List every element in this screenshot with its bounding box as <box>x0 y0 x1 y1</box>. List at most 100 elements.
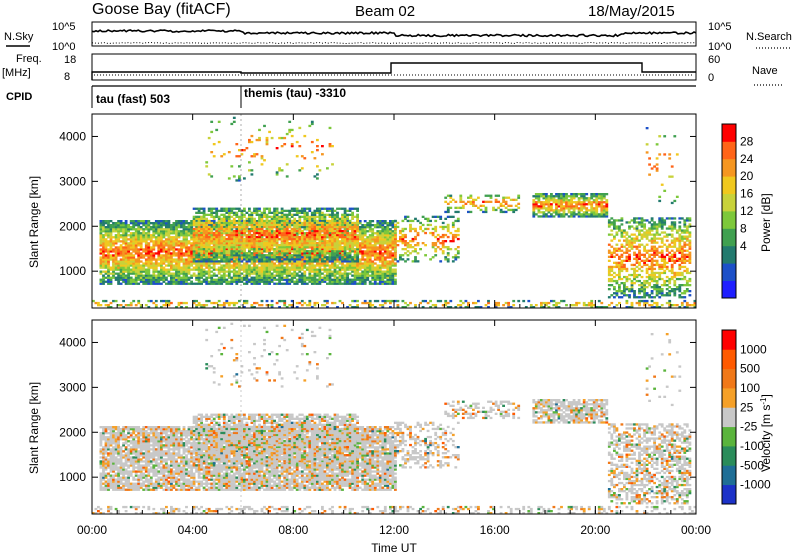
heatmap-cell <box>180 248 183 251</box>
heatmap-cell <box>298 219 302 223</box>
heatmap-cell <box>331 258 334 261</box>
heatmap-cell <box>366 276 370 279</box>
heatmap-cell <box>258 262 261 265</box>
heatmap-cell <box>313 235 317 239</box>
heatmap-cell <box>275 231 279 235</box>
heatmap-cell <box>117 254 120 257</box>
heatmap-cell <box>258 219 261 223</box>
heatmap-cell <box>283 240 287 243</box>
heatmap-cell <box>185 228 188 231</box>
heatmap-cell <box>288 246 292 249</box>
heatmap-cell <box>298 231 302 235</box>
heatmap-cell <box>180 234 183 237</box>
heatmap-cell <box>124 240 128 243</box>
heatmap-cell <box>172 272 176 275</box>
heatmap-cell <box>338 256 342 259</box>
heatmap-cell <box>383 266 387 269</box>
heatmap-cell <box>303 250 307 253</box>
heatmap-cell <box>386 250 390 253</box>
heatmap-cell <box>129 240 133 243</box>
heatmap-cell <box>248 209 251 212</box>
heatmap-cell <box>187 230 191 233</box>
heatmap-cell <box>190 274 193 277</box>
heatmap-cell <box>389 270 392 273</box>
heatmap-cell <box>449 240 453 243</box>
heatmap-cell <box>200 268 203 271</box>
heatmap-cell <box>195 207 198 210</box>
heatmap-cell <box>235 231 239 235</box>
heatmap-cell <box>328 244 332 247</box>
heatmap-cell <box>341 254 344 257</box>
heatmap-cell <box>217 242 221 245</box>
heatmap-cell <box>346 282 349 285</box>
heatmap-cell <box>114 262 118 265</box>
heatmap-cell <box>283 268 287 271</box>
heatmap-cell <box>391 276 395 279</box>
heatmap-cell <box>144 248 148 251</box>
heatmap-cell <box>454 206 458 209</box>
heatmap-cell <box>273 215 276 218</box>
heatmap-cell <box>154 280 158 283</box>
heatmap-cell <box>343 234 347 237</box>
heatmap-cell <box>102 264 105 267</box>
heatmap-cell <box>180 256 183 259</box>
heatmap-cell <box>144 254 148 257</box>
heatmap-cell <box>215 209 219 212</box>
heatmap-cell <box>154 220 158 223</box>
heatmap-cell <box>275 244 279 247</box>
heatmap-cell <box>137 252 141 255</box>
heatmap-cell <box>285 250 289 253</box>
heatmap-cell <box>361 280 365 283</box>
heatmap-cell <box>570 195 573 198</box>
heatmap-cell <box>107 256 110 259</box>
heatmap-cell <box>391 248 395 251</box>
heatmap-cell <box>414 237 417 241</box>
heatmap-cell <box>288 217 292 220</box>
heatmap-cell <box>542 215 546 218</box>
heatmap-cell <box>346 236 349 239</box>
heatmap-cell <box>316 219 319 223</box>
heatmap-cell <box>132 268 136 271</box>
heatmap-cell <box>300 221 304 225</box>
heatmap-cell <box>162 280 166 283</box>
heatmap-cell <box>232 219 236 223</box>
heatmap-cell <box>293 254 297 257</box>
heatmap-cell <box>227 244 231 247</box>
heatmap-cell <box>207 219 211 223</box>
heatmap-cell <box>157 278 161 281</box>
heatmap-cell <box>137 254 141 257</box>
heatmap-cell <box>421 223 425 227</box>
heatmap-cell <box>245 233 249 237</box>
heatmap-cell <box>227 258 231 261</box>
heatmap-cell <box>454 233 458 237</box>
heatmap-cell <box>124 276 128 279</box>
heatmap-cell <box>285 278 289 281</box>
heatmap-cell <box>202 223 206 227</box>
heatmap-cell <box>167 228 171 231</box>
heatmap-cell <box>273 252 276 255</box>
heatmap-cell <box>537 193 541 196</box>
heatmap-cell <box>212 226 216 229</box>
heatmap-cell <box>109 226 113 229</box>
heatmap-cell <box>235 242 239 245</box>
heatmap-cell <box>278 262 281 265</box>
heatmap-cell <box>542 195 546 198</box>
heatmap-cell <box>243 240 246 243</box>
heatmap-cell <box>316 256 319 259</box>
heatmap-cell <box>348 227 352 231</box>
heatmap-cell <box>270 262 274 265</box>
heatmap-cell <box>283 209 287 212</box>
heatmap-cell <box>149 280 153 283</box>
heatmap-cell <box>547 201 551 204</box>
heatmap-cell <box>255 227 259 231</box>
heatmap-cell <box>210 242 214 245</box>
heatmap-cell <box>383 246 387 249</box>
heatmap-cell <box>338 280 342 283</box>
heatmap-cell <box>411 250 415 253</box>
heatmap-cell <box>280 215 284 218</box>
heatmap-cell <box>353 266 357 269</box>
heatmap-cell <box>195 262 198 265</box>
heatmap-cell <box>250 272 254 275</box>
heatmap-cell <box>255 250 259 253</box>
heatmap-cell <box>215 274 219 277</box>
